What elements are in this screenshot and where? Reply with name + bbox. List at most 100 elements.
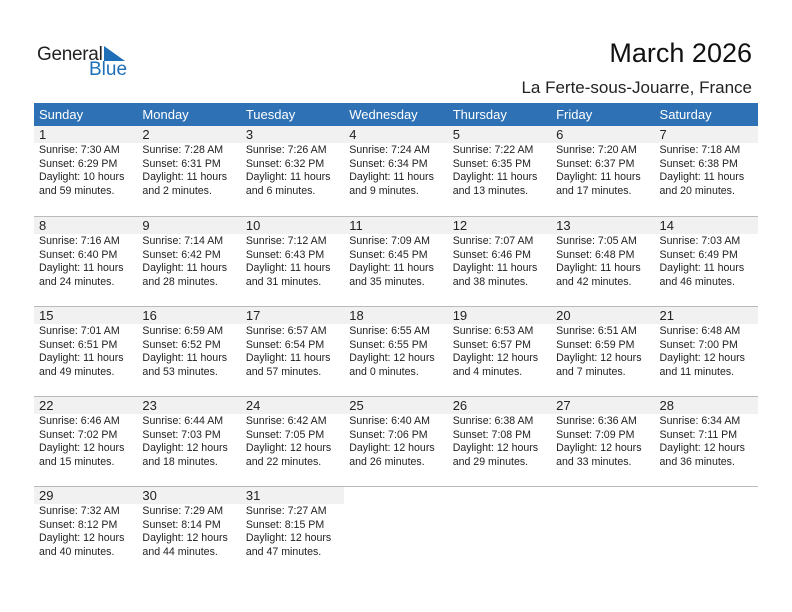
sunrise: Sunrise: 7:16 AM (39, 235, 120, 247)
sunrise: Sunrise: 7:24 AM (349, 144, 430, 156)
daylight-minutes: and 18 minutes. (142, 455, 218, 468)
sunset: Sunset: 6:40 PM (39, 248, 118, 261)
day-number: 24 (245, 398, 261, 413)
daylight-minutes: and 17 minutes. (556, 184, 632, 197)
sunset: Sunset: 7:09 PM (556, 428, 635, 441)
sunrise: Sunrise: 6:44 AM (142, 415, 224, 427)
sunrise: Sunrise: 7:09 AM (349, 235, 430, 247)
day-number: 1 (39, 127, 47, 142)
sunrise: Sunrise: 7:03 AM (659, 235, 741, 247)
daylight-minutes: and 59 minutes. (39, 184, 115, 197)
daylight-minutes: and 28 minutes. (142, 275, 218, 288)
logo: General Blue (37, 44, 137, 84)
day-cell: 20 Sunrise: 6:51 AM Sunset: 6:59 PM Daylig… (551, 307, 654, 395)
sunset: Sunset: 6:49 PM (659, 248, 738, 261)
daylight: Daylight: 11 hours (39, 262, 124, 274)
daylight-minutes: and 40 minutes. (39, 545, 115, 558)
daylight: Daylight: 12 hours (349, 442, 435, 454)
daylight: Daylight: 12 hours (556, 442, 642, 454)
sunrise: Sunrise: 7:27 AM (245, 505, 327, 517)
daylight-minutes: and 24 minutes. (39, 275, 115, 288)
daylight-minutes: and 44 minutes. (142, 545, 218, 558)
day-cell: 30 Sunrise: 7:29 AM Sunset: 8:14 PM Daylig… (137, 487, 240, 575)
weekday-tuesday: Tuesday (245, 107, 296, 122)
daylight: Daylight: 11 hours (556, 262, 641, 274)
daylight-minutes: and 35 minutes. (349, 275, 425, 288)
sunrise: Sunrise: 7:14 AM (142, 235, 224, 247)
day-number: 3 (245, 127, 254, 142)
sunset: Sunset: 6:34 PM (349, 157, 428, 170)
daylight: Daylight: 12 hours (659, 352, 745, 364)
day-cell: 28 Sunrise: 6:34 AM Sunset: 7:11 PM Daylig… (655, 397, 758, 485)
sunset: Sunset: 6:32 PM (245, 157, 325, 170)
logo-text-blue: Blue (89, 59, 128, 80)
day-number: 27 (556, 398, 571, 413)
day-cell: 22 Sunrise: 6:46 AM Sunset: 7:02 PM Daylig… (34, 397, 137, 485)
sunrise: Sunrise: 6:51 AM (556, 325, 637, 337)
weekday-header: Sunday Monday Tuesday Wednesday Thursday Frid… (34, 103, 758, 126)
daylight: Daylight: 11 hours (452, 262, 538, 274)
sunrise: Sunrise: 6:55 AM (349, 325, 430, 337)
daylight-minutes: and 7 minutes. (556, 365, 626, 378)
day-cell: 29 Sunrise: 7:32 AM Sunset: 8:12 PM Daylig… (34, 487, 137, 575)
daylight-minutes: and 49 minutes. (39, 365, 115, 378)
sunset: Sunset: 6:54 PM (245, 338, 325, 351)
daylight: Daylight: 11 hours (142, 171, 228, 183)
week-row: 15 Sunrise: 7:01 AM Sunset: 6:51 PM Daylig… (34, 306, 758, 395)
sunset: Sunset: 6:57 PM (452, 338, 532, 351)
daylight-minutes: and 9 minutes. (349, 184, 419, 197)
day-cell: 4 Sunrise: 7:24 AM Sunset: 6:34 PM Dayligh… (344, 126, 447, 214)
day-number: 6 (556, 127, 564, 142)
sunrise: Sunrise: 6:59 AM (142, 325, 224, 337)
daylight-minutes: and 4 minutes. (452, 365, 523, 378)
logo-triangle-icon (104, 46, 125, 61)
day-number: 16 (142, 308, 157, 323)
day-cell: 9 Sunrise: 7:14 AM Sunset: 6:42 PM Dayligh… (137, 217, 240, 305)
sunset: Sunset: 6:38 PM (659, 157, 738, 170)
day-number: 5 (452, 127, 460, 142)
sunset: Sunset: 7:00 PM (659, 338, 738, 351)
sunrise: Sunrise: 6:34 AM (659, 415, 741, 427)
daylight-minutes: and 31 minutes. (245, 275, 322, 288)
day-number: 23 (142, 398, 157, 413)
daylight: Daylight: 10 hours (39, 171, 125, 183)
weekday-saturday: Saturday (659, 107, 712, 122)
day-cell: 6 Sunrise: 7:20 AM Sunset: 6:37 PM Dayligh… (551, 126, 654, 214)
sunrise: Sunrise: 6:46 AM (39, 415, 120, 427)
sunset: Sunset: 7:02 PM (39, 428, 118, 441)
sunset: Sunset: 6:31 PM (142, 157, 221, 170)
sunset: Sunset: 6:35 PM (452, 157, 532, 170)
sunset: Sunset: 6:52 PM (142, 338, 221, 351)
daylight-minutes: and 26 minutes. (349, 455, 425, 468)
daylight: Daylight: 12 hours (245, 442, 332, 454)
sunrise: Sunrise: 6:36 AM (556, 415, 637, 427)
sunrise: Sunrise: 6:38 AM (452, 415, 534, 427)
day-number: 22 (39, 398, 54, 413)
daylight-minutes: and 33 minutes. (556, 455, 632, 468)
date-strip (34, 126, 758, 143)
location: La Ferte-sous-Jouarre, France (521, 78, 752, 97)
day-cell: 2 Sunrise: 7:28 AM Sunset: 6:31 PM Dayligh… (137, 126, 240, 214)
day-number: 18 (349, 308, 364, 323)
daylight-minutes: and 2 minutes. (142, 184, 212, 197)
daylight: Daylight: 12 hours (659, 442, 745, 454)
sunset: Sunset: 6:51 PM (39, 338, 118, 351)
day-number: 4 (349, 127, 357, 142)
daylight: Daylight: 12 hours (142, 532, 228, 544)
day-cell: 12 Sunrise: 7:07 AM Sunset: 6:46 PM Daylig… (448, 217, 551, 305)
day-cell: 24 Sunrise: 6:42 AM Sunset: 7:05 PM Daylig… (241, 397, 344, 485)
weekday-sunday: Sunday (39, 107, 84, 122)
daylight: Daylight: 11 hours (39, 352, 124, 364)
day-cell: 27 Sunrise: 6:36 AM Sunset: 7:09 PM Daylig… (551, 397, 654, 485)
sunset: Sunset: 6:46 PM (452, 248, 532, 261)
sunset: Sunset: 7:03 PM (142, 428, 221, 441)
daylight: Daylight: 11 hours (659, 262, 745, 274)
daylight-minutes: and 36 minutes. (659, 455, 735, 468)
day-cell: 31 Sunrise: 7:27 AM Sunset: 8:15 PM Daylig… (241, 487, 344, 575)
day-number: 13 (556, 218, 571, 233)
day-number: 15 (39, 308, 54, 323)
sunset: Sunset: 6:37 PM (556, 157, 635, 170)
day-cell: 19 Sunrise: 6:53 AM Sunset: 6:57 PM Daylig… (448, 307, 551, 395)
day-number: 14 (659, 218, 674, 233)
day-cell: 16 Sunrise: 6:59 AM Sunset: 6:52 PM Daylig… (137, 307, 240, 395)
